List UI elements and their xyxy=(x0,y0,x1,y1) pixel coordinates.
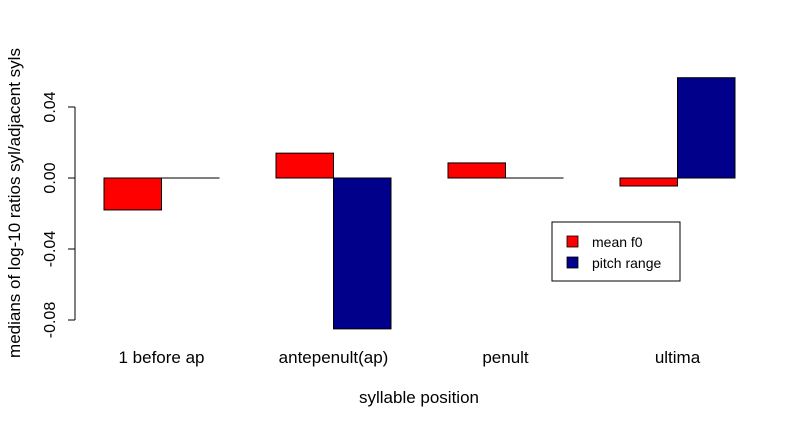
legend-label-mean-f0: mean f0 xyxy=(592,234,643,250)
bar-pitch-range-ultima xyxy=(677,77,736,179)
bar-mean-f0-ultima xyxy=(619,177,678,187)
y-tick-label: 0.04 xyxy=(42,91,59,122)
x-tick-label-1-before-ap: 1 before ap xyxy=(118,348,204,367)
legend-label-pitch-range: pitch range xyxy=(592,255,661,271)
legend: mean f0 pitch range xyxy=(551,221,681,282)
bar-pitch-range-antepenult-ap xyxy=(333,177,392,330)
legend-swatch-pitch-range xyxy=(566,256,579,269)
y-tick-label: -0.04 xyxy=(42,231,59,268)
category-labels: 1 before ap antepenult(ap) penult ultima xyxy=(118,348,700,367)
x-tick-label-ultima: ultima xyxy=(655,348,701,367)
y-tick-label: -0.08 xyxy=(42,302,59,339)
bar-mean-f0-penult xyxy=(447,162,506,179)
x-tick-label-antepenult-ap: antepenult(ap) xyxy=(279,348,389,367)
y-tick-label: 0.00 xyxy=(42,162,59,193)
bars-group xyxy=(103,77,736,330)
bar-mean-f0-antepenult-ap xyxy=(275,152,334,179)
x-tick-label-penult: penult xyxy=(482,348,529,367)
x-axis-title: syllable position xyxy=(359,388,479,407)
y-axis: -0.08 -0.04 0.00 0.04 xyxy=(42,91,76,339)
bar-mean-f0-1-before-ap xyxy=(103,177,162,211)
legend-box xyxy=(551,221,681,282)
y-axis-title: medians of log-10 ratios syl/adjacent sy… xyxy=(5,48,24,358)
legend-swatch-mean-f0 xyxy=(566,235,579,248)
